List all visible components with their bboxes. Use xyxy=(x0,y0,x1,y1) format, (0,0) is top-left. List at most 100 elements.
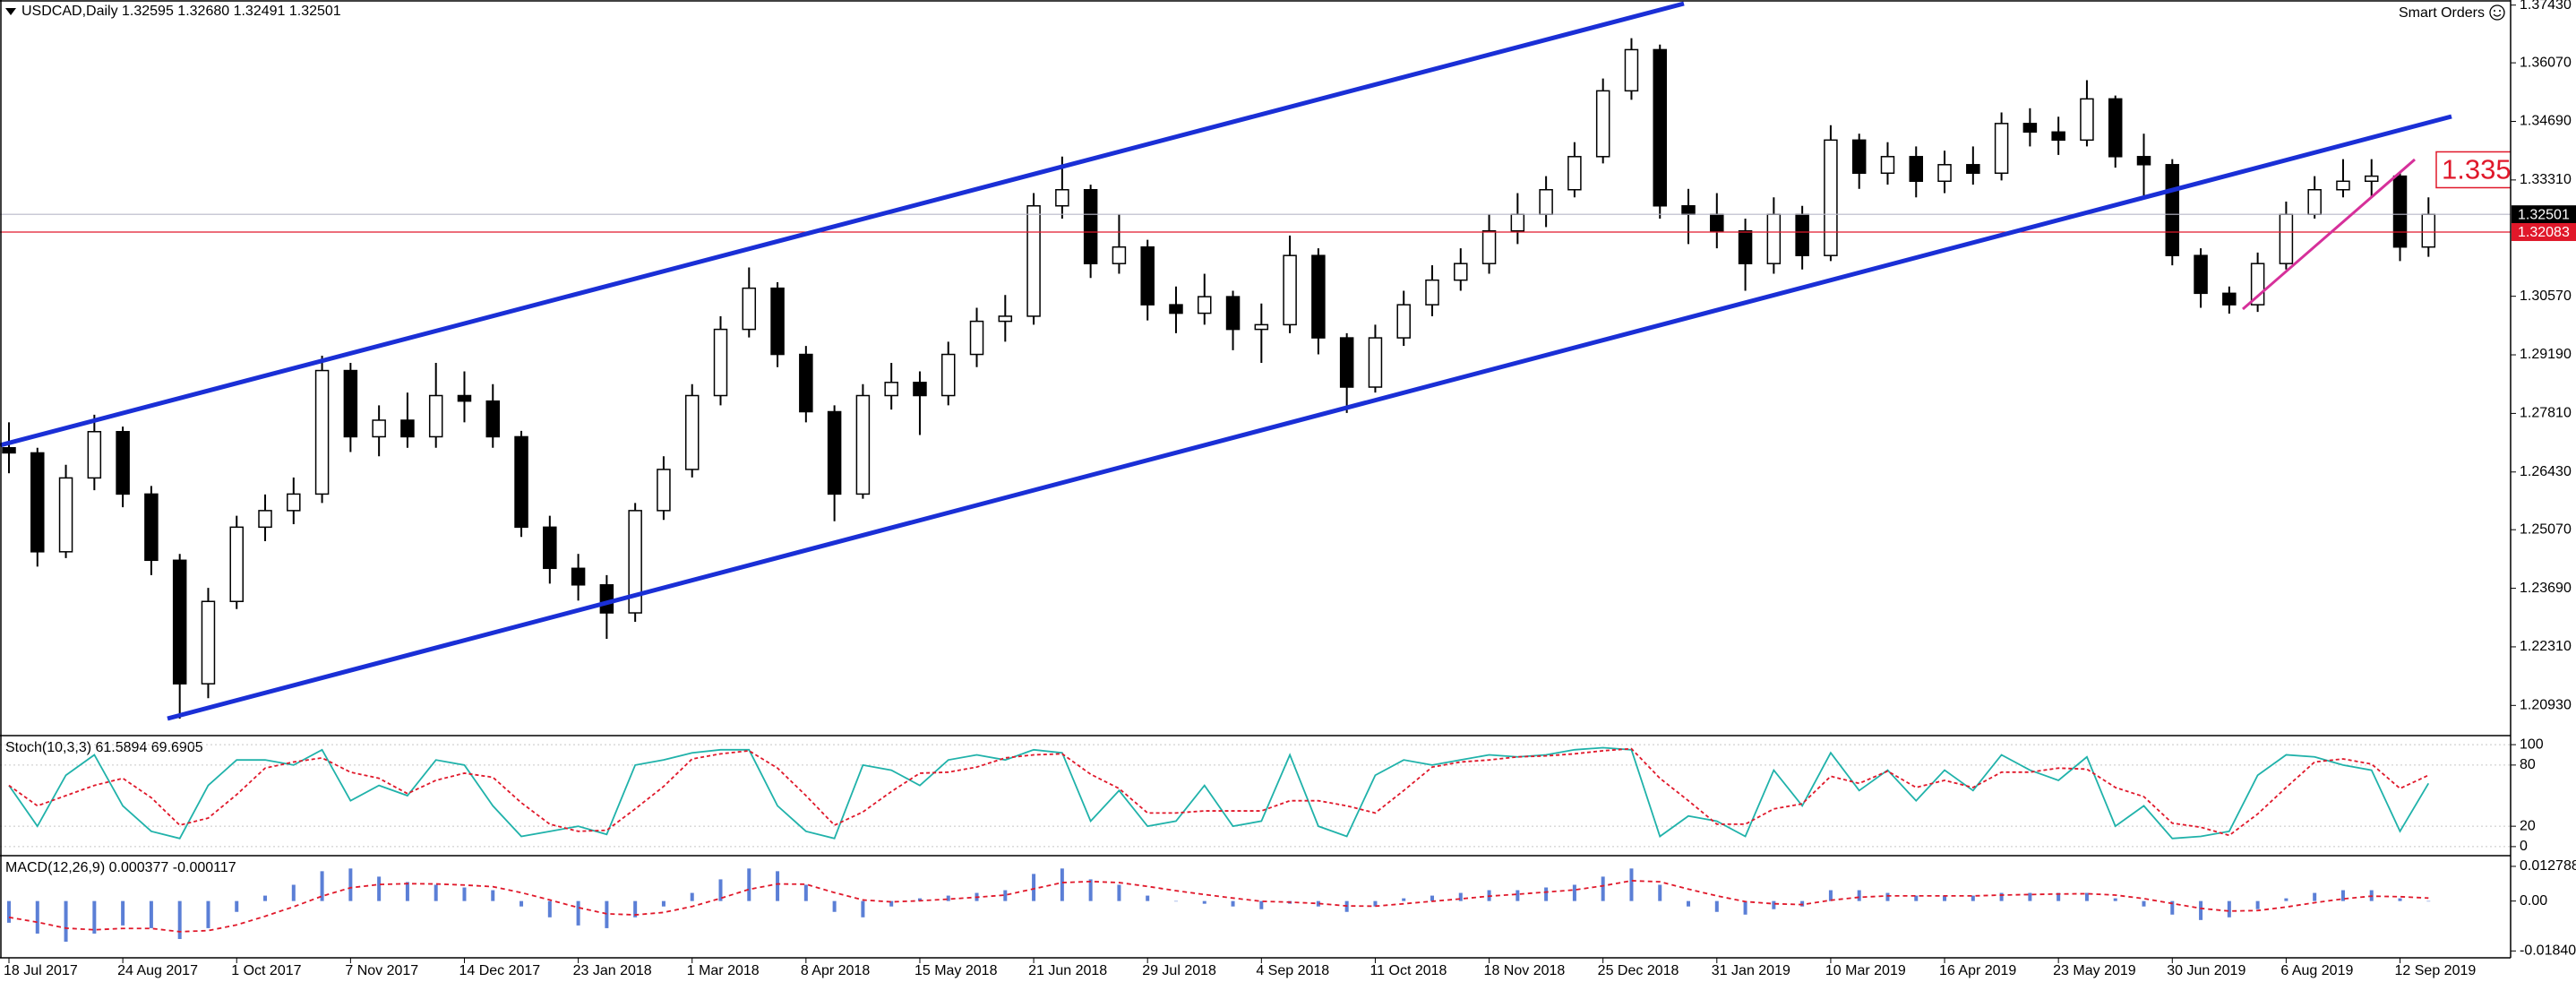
macd-bar xyxy=(1572,884,1576,901)
macd-bar xyxy=(149,900,153,928)
candle-body xyxy=(1909,156,1924,183)
candle-body xyxy=(1311,254,1326,339)
macd-bar xyxy=(377,876,382,901)
candle-body xyxy=(827,410,842,495)
macd-bar xyxy=(1999,892,2004,901)
macd-bar xyxy=(35,900,39,934)
candle-body xyxy=(2022,123,2038,134)
x-tick-label: 30 Jun 2019 xyxy=(2167,963,2245,978)
x-tick-label: 8 Apr 2018 xyxy=(801,963,871,978)
candle-body xyxy=(1396,304,1411,339)
y-tick-label: 1.25070 xyxy=(2520,521,2572,537)
stoch-line xyxy=(8,747,2429,837)
candle-body xyxy=(258,510,272,529)
macd-bar xyxy=(2426,900,2431,902)
macd-bar xyxy=(1743,900,1747,915)
y-tick-label: 1.34690 xyxy=(2520,114,2572,129)
candle-body xyxy=(742,287,757,331)
y-tick-label: 1.37430 xyxy=(2520,0,2572,13)
candle-body xyxy=(144,493,159,562)
macd-bar xyxy=(747,868,751,901)
candle-body xyxy=(998,315,1013,323)
stoch-line xyxy=(8,746,2430,840)
macd-bar xyxy=(1430,895,1434,901)
macd-bar xyxy=(1601,876,1605,901)
macd-bar xyxy=(1971,895,1975,901)
macd-bar xyxy=(1516,890,1520,901)
macd-bar xyxy=(320,871,324,901)
candle-body xyxy=(1681,205,1696,215)
candle-body xyxy=(1851,139,1867,175)
x-tick-label: 11 Oct 2018 xyxy=(1370,963,1447,978)
candle-body xyxy=(1738,229,1753,264)
candle-body xyxy=(543,526,557,570)
y-tick-label: 1.26430 xyxy=(2520,464,2572,479)
macd-bar xyxy=(64,900,68,943)
x-tick-label: 18 Nov 2018 xyxy=(1484,963,1566,978)
y-tick-label: 100 xyxy=(2520,736,2544,752)
x-tick-label: 31 Jan 2019 xyxy=(1712,963,1790,978)
candle-body xyxy=(1368,337,1383,388)
level-box xyxy=(2512,222,2576,241)
candle-body xyxy=(969,320,984,356)
y-tick-label: 0 xyxy=(2520,839,2528,854)
candle-body xyxy=(287,493,301,512)
y-tick-label: 1.27810 xyxy=(2520,406,2572,421)
x-tick-label: 24 Aug 2017 xyxy=(117,963,198,978)
y-tick-label: 1.22310 xyxy=(2520,639,2572,654)
x-tick-label: 21 Jun 2018 xyxy=(1028,963,1107,978)
x-tick-label: 23 May 2019 xyxy=(2053,963,2136,978)
macd-bar xyxy=(7,900,11,923)
smiley-icon[interactable] xyxy=(2489,4,2505,21)
channel-lower xyxy=(167,114,2452,721)
x-tick-label: 10 Mar 2019 xyxy=(1825,963,1906,978)
candle-body xyxy=(684,394,700,470)
macd-bar xyxy=(1117,884,1121,901)
candle-body xyxy=(2080,98,2094,142)
candle-body xyxy=(485,400,501,438)
current-price-label: 1.32501 xyxy=(2518,207,2570,222)
macd-bar xyxy=(718,879,723,901)
macd-bar xyxy=(2170,900,2175,915)
candle-body xyxy=(1880,156,1895,175)
smart-orders[interactable]: Smart Orders xyxy=(2399,5,2485,21)
macd-bar xyxy=(206,900,210,928)
candle-body xyxy=(1283,254,1297,326)
x-tick-label: 12 Sep 2019 xyxy=(2395,963,2477,978)
candle-body xyxy=(2108,98,2123,158)
macd-bar xyxy=(1202,900,1206,904)
macd-bar xyxy=(832,900,837,912)
frame xyxy=(0,0,2512,959)
candle-body xyxy=(2136,156,2151,166)
candle-body xyxy=(372,419,386,438)
candle-body xyxy=(58,477,73,553)
candle-body xyxy=(1026,205,1041,317)
alert-box xyxy=(2435,151,2511,189)
candle-body xyxy=(1710,213,1724,232)
candle-body xyxy=(1112,246,1127,264)
macd-bar xyxy=(1943,895,1947,901)
macd-bar xyxy=(434,884,438,901)
menu-triangle[interactable] xyxy=(5,8,16,15)
candle-body xyxy=(87,431,102,479)
macd-bar xyxy=(1914,895,1919,901)
smiley-eye xyxy=(2494,10,2495,12)
macd-bar xyxy=(1714,900,1719,912)
macd-bar xyxy=(291,884,296,901)
x-tick-label: 29 Jul 2018 xyxy=(1142,963,1216,978)
trendline-short xyxy=(2242,158,2416,311)
smiley-eye xyxy=(2499,10,2501,12)
macd-bar xyxy=(605,900,609,928)
macd-bar xyxy=(2340,890,2345,901)
indicator-title: Stoch(10,3,3) 61.5894 69.6905 xyxy=(5,740,203,755)
candle-body xyxy=(400,419,415,438)
candle-body xyxy=(2051,131,2065,142)
candle-body xyxy=(2165,164,2180,256)
macd-bar xyxy=(1003,890,1008,901)
macd-bar xyxy=(576,900,580,926)
candle-body xyxy=(1966,164,1980,175)
candle-body xyxy=(428,394,443,438)
x-tick-label: 14 Dec 2017 xyxy=(459,963,540,978)
y-tick-label: 20 xyxy=(2520,818,2536,833)
